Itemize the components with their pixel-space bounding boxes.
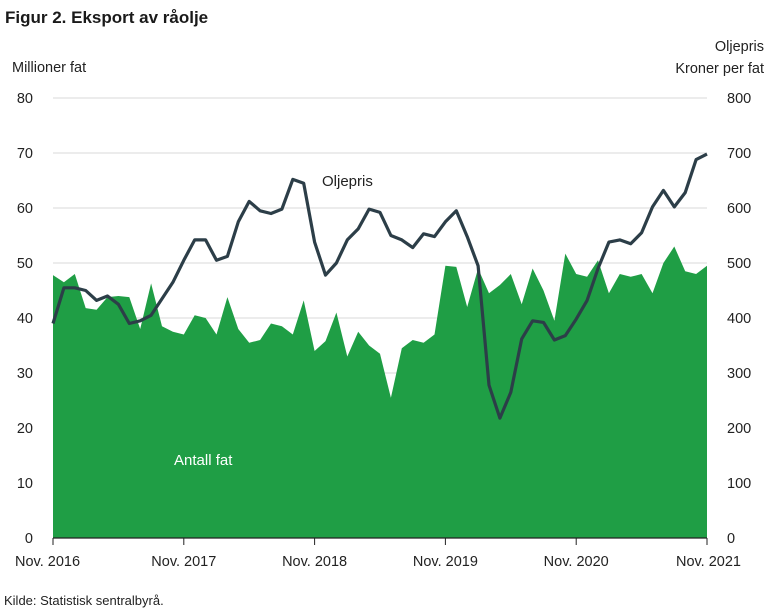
source-note: Kilde: Statistisk sentralbyrå. <box>4 593 164 608</box>
x-tick-label: Nov. 2021 <box>676 554 741 570</box>
left-tick-label: 30 <box>17 366 33 382</box>
x-tick-label: Nov. 2016 <box>15 554 80 570</box>
chart: 0 10 20 30 40 50 60 70 80 0 100 200 300 400 500 600 700… <box>15 91 751 570</box>
right-tick-label: 400 <box>727 311 751 327</box>
x-tick-label: Nov. 2017 <box>151 554 216 570</box>
left-axis-label: Millioner fat <box>12 60 87 76</box>
left-axis-ticks: 0 10 20 30 40 50 60 70 80 <box>17 91 33 547</box>
right-axis-label-line2: Kroner per fat <box>675 61 764 77</box>
x-tick-label: Nov. 2020 <box>544 554 609 570</box>
right-tick-label: 0 <box>727 531 735 547</box>
left-tick-label: 40 <box>17 311 33 327</box>
x-axis: Nov. 2016 Nov. 2017 Nov. 2018 Nov. 2019 Nov.… <box>15 537 741 570</box>
left-tick-label: 10 <box>17 476 33 492</box>
right-axis-label-line1: Oljepris <box>714 39 764 55</box>
left-tick-label: 60 <box>17 201 33 217</box>
right-tick-label: 700 <box>727 146 751 162</box>
line-series <box>51 152 708 420</box>
left-tick-label: 20 <box>17 421 33 437</box>
x-tick-label: Nov. 2018 <box>282 554 347 570</box>
area-series <box>53 246 707 538</box>
area-antall-fat <box>53 246 707 538</box>
right-tick-label: 200 <box>727 421 751 437</box>
right-tick-label: 300 <box>727 366 751 382</box>
right-tick-label: 600 <box>727 201 751 217</box>
right-tick-label: 800 <box>727 91 751 107</box>
right-axis-label: Oljepris Kroner per fat <box>675 36 764 80</box>
annotation-antall-fat: Antall fat <box>174 452 233 469</box>
right-tick-label: 100 <box>727 476 751 492</box>
annotation-oljepris: Oljepris <box>322 173 373 190</box>
right-tick-label: 500 <box>727 256 751 272</box>
left-tick-label: 70 <box>17 146 33 162</box>
line-oljepris <box>51 152 708 420</box>
left-tick-label: 0 <box>25 531 33 547</box>
annotations: Oljepris Antall fat <box>174 173 373 469</box>
x-tick-label: Nov. 2019 <box>413 554 478 570</box>
right-axis-ticks: 0 100 200 300 400 500 600 700 800 <box>727 91 751 547</box>
page-title: Figur 2. Eksport av råolje <box>5 8 209 27</box>
left-tick-label: 50 <box>17 256 33 272</box>
left-tick-label: 80 <box>17 91 33 107</box>
